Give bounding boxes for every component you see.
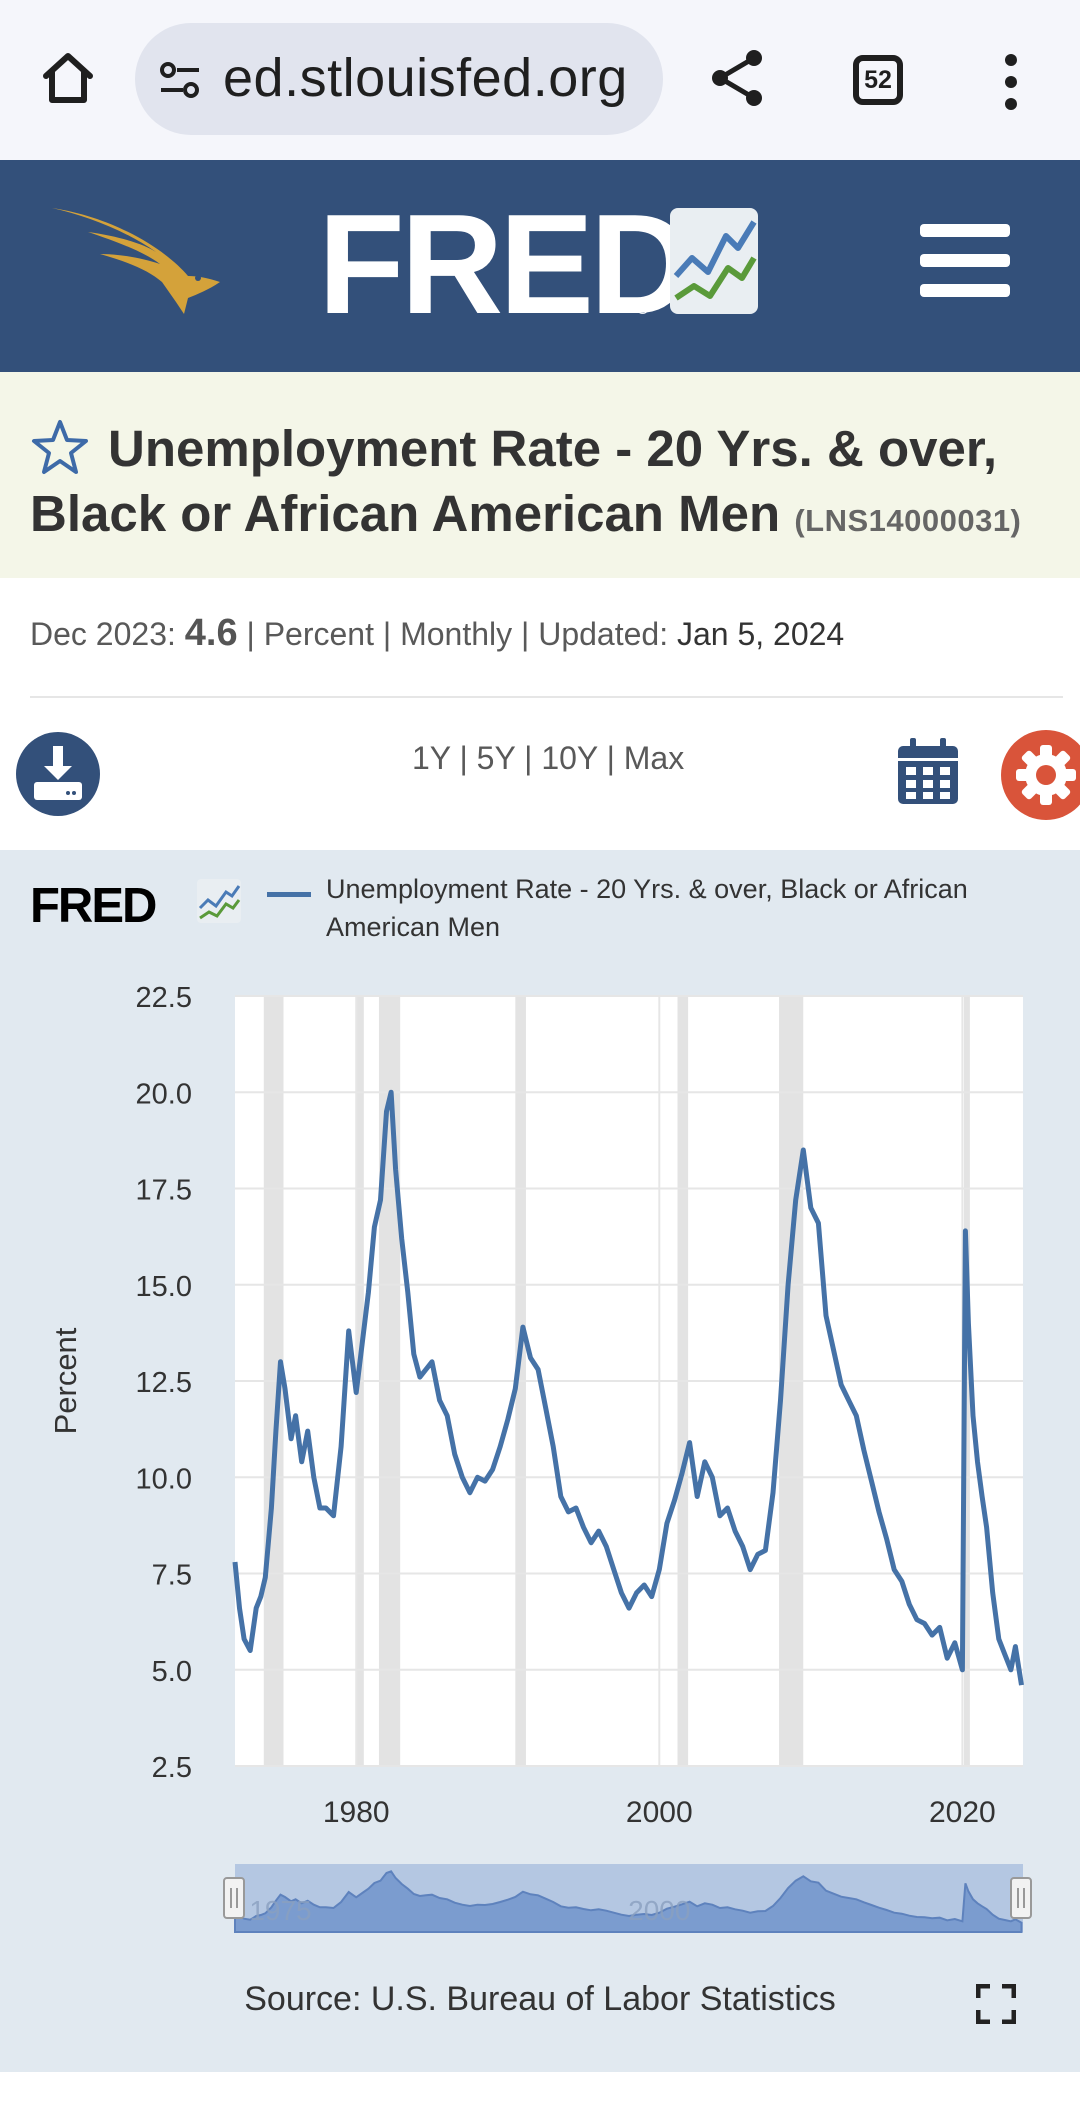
- site-settings-icon[interactable]: [157, 57, 203, 103]
- y-tick-label: 2.5: [152, 1752, 192, 1784]
- observation-label: Dec 2023:: [30, 616, 176, 652]
- address-bar[interactable]: ed.stlouisfed.org: [135, 23, 663, 135]
- tabs-icon[interactable]: 52: [853, 55, 903, 105]
- y-tick-label: 20.0: [136, 1078, 192, 1110]
- fred-chart-logo: FRED: [30, 879, 157, 933]
- eagle-logo-icon[interactable]: [48, 202, 228, 317]
- legend-label[interactable]: Unemployment Rate - 20 Yrs. & over, Blac…: [326, 874, 968, 942]
- navigator-label: 2000: [628, 1895, 690, 1926]
- share-icon[interactable]: [706, 46, 770, 110]
- navigator-series: [234, 1870, 1023, 1933]
- range-separator: |: [606, 740, 615, 776]
- chart-panel: 22.5 20.0 17.5 15.0 12.5 10.0 7.5 5.0 2.5 1980 20…: [0, 850, 1080, 2072]
- page-title: Unemployment Rate - 20 Yrs. & over, Blac…: [30, 416, 1040, 553]
- range-max[interactable]: Max: [623, 740, 685, 776]
- y-axis-label: Percent: [48, 1327, 83, 1434]
- range-5y[interactable]: 5Y: [476, 740, 516, 776]
- fullscreen-icon[interactable]: [976, 1984, 1016, 2024]
- registered-mark: ®: [636, 298, 650, 318]
- divider: [30, 696, 1063, 698]
- updated-date: Jan 5, 2024: [676, 616, 845, 652]
- browser-toolbar: ed.stlouisfed.org 52: [0, 0, 1080, 160]
- x-tick-label: 2020: [929, 1796, 996, 1829]
- range-10y[interactable]: 10Y: [541, 740, 598, 776]
- range-1y[interactable]: 1Y: [412, 740, 451, 776]
- fred-chart-icon: [670, 208, 758, 314]
- hamburger-icon[interactable]: [918, 216, 1012, 304]
- navigator-handle-right[interactable]: [1010, 1877, 1032, 1919]
- site-header: FRED ®: [0, 160, 1080, 372]
- units-frequency: | Percent | Monthly | Updated:: [246, 616, 669, 652]
- url-text: ed.stlouisfed.org: [223, 48, 628, 108]
- navigator-handle-left[interactable]: [223, 1877, 245, 1919]
- home-icon[interactable]: [36, 46, 100, 110]
- legend-swatch: [267, 892, 311, 897]
- y-tick-label: 12.5: [136, 1367, 192, 1399]
- range-separator: |: [524, 740, 533, 776]
- series-meta: Dec 2023: 4.6 | Percent | Monthly | Upda…: [30, 612, 844, 655]
- y-tick-label: 17.5: [136, 1175, 192, 1207]
- observation-value: 4.6: [184, 612, 238, 654]
- chart-source: Source: U.S. Bureau of Labor Statistics: [244, 1980, 836, 2018]
- y-tick-label: 22.5: [136, 982, 192, 1014]
- navigator-label: 1975: [249, 1895, 311, 1926]
- y-tick-label: 5.0: [152, 1656, 192, 1688]
- download-icon[interactable]: [16, 732, 100, 816]
- series-title-section: Unemployment Rate - 20 Yrs. & over, Blac…: [0, 372, 1080, 578]
- date-range-links: 1Y | 5Y | 10Y | Max: [412, 740, 684, 777]
- y-tick-label: 7.5: [152, 1560, 192, 1592]
- star-icon[interactable]: [30, 418, 90, 478]
- series-line[interactable]: [232, 1089, 1024, 1686]
- gear-icon[interactable]: [1001, 730, 1080, 820]
- line-chart[interactable]: 22.5 20.0 17.5 15.0 12.5 10.0 7.5 5.0 2.5 1980 20…: [0, 850, 1080, 2072]
- y-tick-label: 15.0: [136, 1271, 192, 1303]
- x-tick-label: 1980: [323, 1796, 390, 1829]
- more-vert-icon[interactable]: [996, 52, 1026, 112]
- y-tick-label: 10.0: [136, 1463, 192, 1495]
- x-tick-label: 2000: [626, 1796, 693, 1829]
- series-title-text: Unemployment Rate - 20 Yrs. & over, Blac…: [30, 420, 998, 542]
- range-separator: |: [459, 740, 468, 776]
- fred-chart-icon: [197, 879, 241, 923]
- fred-logo[interactable]: FRED: [318, 185, 693, 344]
- calendar-icon[interactable]: [896, 736, 960, 806]
- page-bottom: [0, 2072, 1080, 2106]
- series-id: (LNS14000031): [794, 503, 1022, 538]
